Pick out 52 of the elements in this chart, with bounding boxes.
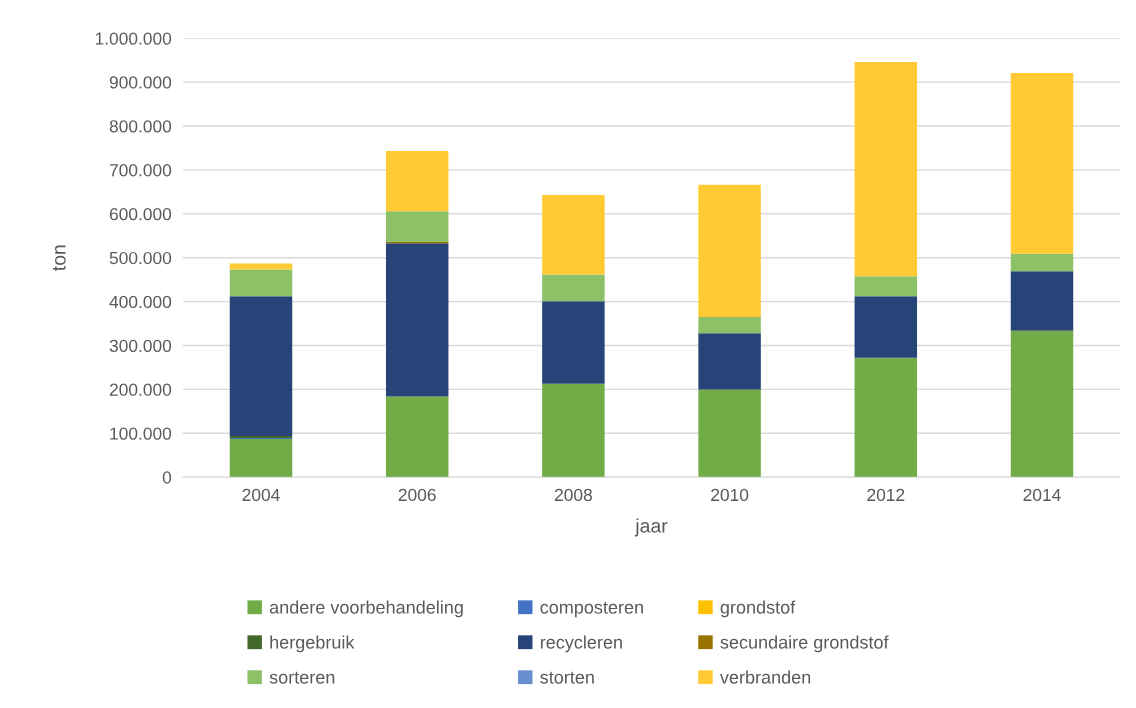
bar xyxy=(542,274,605,302)
y-axis-title: ton xyxy=(52,245,66,271)
legend-label: sorteren xyxy=(269,671,335,684)
legend-label: verbranden xyxy=(719,670,811,684)
bar xyxy=(229,296,293,436)
bar xyxy=(385,211,449,242)
legend-label: composteren xyxy=(540,601,643,618)
bar xyxy=(542,383,605,478)
bar xyxy=(229,269,293,297)
y-tick-label: 1.000.000 xyxy=(95,32,172,45)
x-tick-label: 2014 xyxy=(1023,488,1061,502)
y-tick-label: 600.000 xyxy=(109,207,172,221)
legend-label: storten xyxy=(540,671,594,684)
y-tick-label: 700.000 xyxy=(109,164,172,177)
legend-label: andere voorbehandeling xyxy=(269,600,463,618)
legend-label: grondstof xyxy=(720,600,796,618)
bar xyxy=(698,389,761,478)
x-tick-label: 2006 xyxy=(398,488,436,502)
y-tick-label: 800.000 xyxy=(109,120,172,133)
bar xyxy=(698,333,761,390)
y-tick-label: 900.000 xyxy=(109,76,172,89)
bar xyxy=(229,263,293,270)
y-tick-label: 500.000 xyxy=(109,251,172,265)
x-axis-title: jaar xyxy=(634,518,668,537)
y-tick-label: 400.000 xyxy=(109,295,172,309)
legend-label: hergebruik xyxy=(270,635,355,653)
bar xyxy=(1010,253,1074,272)
bar xyxy=(1010,271,1074,331)
y-tick-label: 200.000 xyxy=(109,383,172,396)
x-tick-label: 2008 xyxy=(554,488,592,502)
x-tick-label: 2004 xyxy=(242,488,280,502)
bar xyxy=(854,296,918,358)
y-tick-label: 0 xyxy=(162,471,172,484)
bar xyxy=(229,439,293,478)
bar xyxy=(385,396,449,478)
y-tick-label: 100.000 xyxy=(110,427,172,440)
bar xyxy=(385,243,449,397)
bar xyxy=(854,358,918,478)
legend-label: secundaire grondstof xyxy=(720,635,889,653)
bar xyxy=(1010,331,1074,478)
bar xyxy=(1010,72,1074,254)
bar xyxy=(698,316,761,334)
legend-label: recycleren xyxy=(540,635,622,653)
y-tick-label: 300.000 xyxy=(109,339,172,352)
bar xyxy=(854,276,918,297)
bar xyxy=(698,184,761,317)
bar xyxy=(854,61,918,277)
x-tick-label: 2010 xyxy=(711,488,749,502)
bar xyxy=(542,194,605,275)
bar xyxy=(385,151,449,212)
x-tick-label: 2012 xyxy=(867,488,905,502)
bar xyxy=(542,301,605,384)
